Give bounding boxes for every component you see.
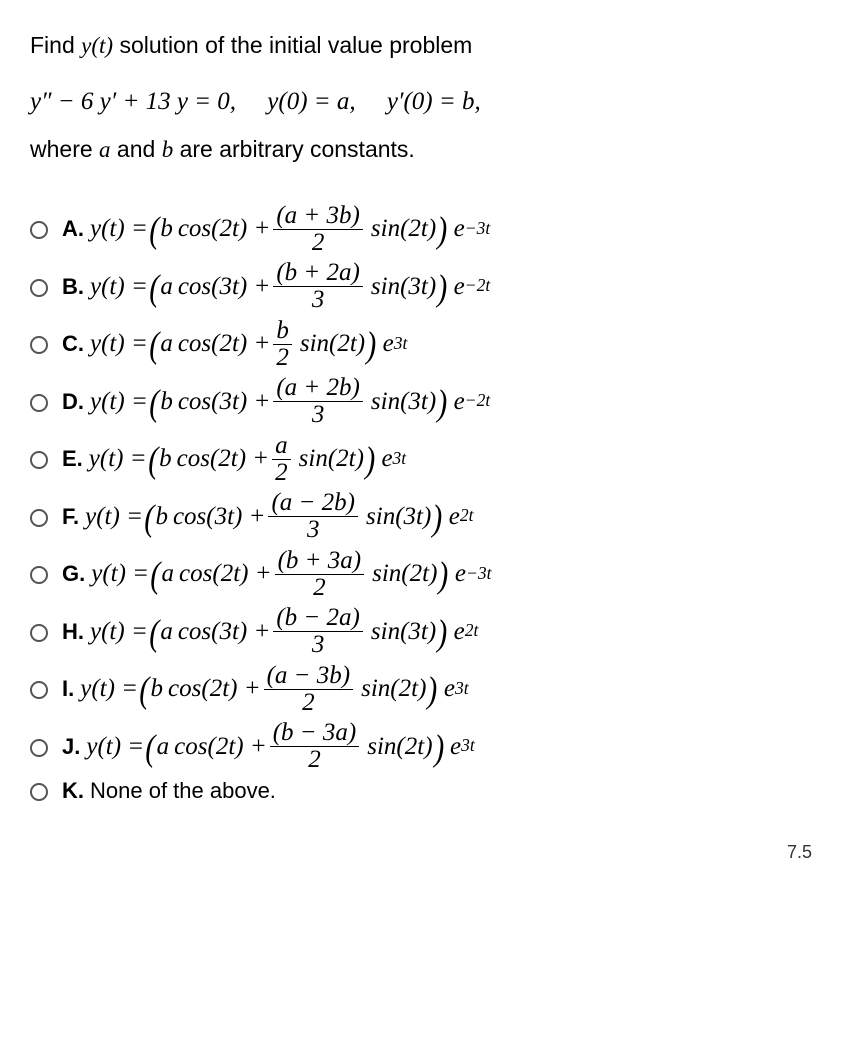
option-label: F. <box>62 504 79 530</box>
footer-number: 7.5 <box>0 842 842 863</box>
radio-icon[interactable] <box>30 509 48 527</box>
prompt-prefix: Find <box>30 32 81 58</box>
option-formula: y(t) = (a cos(3t) + (b + 2a)3 sin(3t)) e… <box>90 260 490 314</box>
option-row[interactable]: J.y(t) = (a cos(2t) + (b − 3a)2 sin(2t))… <box>30 720 812 774</box>
option-row[interactable]: A.y(t) = (b cos(2t) + (a + 3b)2 sin(2t))… <box>30 203 812 257</box>
option-row[interactable]: B.y(t) = (a cos(3t) + (b + 2a)3 sin(3t))… <box>30 260 812 314</box>
prompt-suffix: solution of the initial value problem <box>113 32 472 58</box>
option-formula: y(t) = (b cos(3t) + (a − 2b)3 sin(3t)) e… <box>85 490 473 544</box>
option-formula: y(t) = (b cos(2t) + a2 sin(2t)) e3t <box>89 433 406 487</box>
option-label: J. <box>62 734 80 760</box>
options-list: A.y(t) = (b cos(2t) + (a + 3b)2 sin(2t))… <box>30 203 812 774</box>
option-label: C. <box>62 331 84 357</box>
radio-icon[interactable] <box>30 336 48 354</box>
option-formula: y(t) = (b cos(3t) + (a + 2b)3 sin(3t)) e… <box>90 375 490 429</box>
sub-note-suffix: are arbitrary constants. <box>173 136 415 162</box>
radio-icon[interactable] <box>30 451 48 469</box>
option-label: B. <box>62 274 84 300</box>
option-formula: y(t) = (a cos(2t) + (b − 3a)2 sin(2t)) e… <box>86 720 474 774</box>
sub-note-a: a <box>99 137 111 162</box>
option-label: I. <box>62 676 74 702</box>
sub-note-prefix: where <box>30 136 99 162</box>
ode: y″ − 6 y′ + 13 y = 0, <box>30 88 236 115</box>
option-label: K. <box>62 778 84 804</box>
option-formula: y(t) = (a cos(2t) + (b + 3a)2 sin(2t)) e… <box>91 548 491 602</box>
sub-note-b: b <box>162 137 174 162</box>
option-k-text: None of the above. <box>90 778 276 804</box>
option-row[interactable]: F.y(t) = (b cos(3t) + (a − 2b)3 sin(3t))… <box>30 490 812 544</box>
radio-icon[interactable] <box>30 739 48 757</box>
equation-line: y″ − 6 y′ + 13 y = 0, y(0) = a, y′(0) = … <box>30 82 812 122</box>
page: Find y(t) solution of the initial value … <box>0 0 842 828</box>
radio-icon[interactable] <box>30 394 48 412</box>
option-row-k[interactable]: K. None of the above. <box>30 778 812 804</box>
option-row[interactable]: I.y(t) = (b cos(2t) + (a − 3b)2 sin(2t))… <box>30 663 812 717</box>
option-row[interactable]: D.y(t) = (b cos(3t) + (a + 2b)3 sin(3t))… <box>30 375 812 429</box>
radio-icon[interactable] <box>30 221 48 239</box>
prompt-line: Find y(t) solution of the initial value … <box>30 28 812 64</box>
option-formula: y(t) = (b cos(2t) + (a + 3b)2 sin(2t)) e… <box>90 203 490 257</box>
radio-icon[interactable] <box>30 279 48 297</box>
option-row[interactable]: E.y(t) = (b cos(2t) + a2 sin(2t)) e3t <box>30 433 812 487</box>
option-formula: y(t) = (a cos(3t) + (b − 2a)3 sin(3t)) e… <box>90 605 478 659</box>
ic1: y(0) = a, <box>267 88 355 115</box>
option-label: E. <box>62 446 83 472</box>
option-label: A. <box>62 216 84 242</box>
radio-icon[interactable] <box>30 624 48 642</box>
radio-icon[interactable] <box>30 681 48 699</box>
sub-note: where a and b are arbitrary constants. <box>30 136 812 163</box>
radio-icon[interactable] <box>30 783 48 801</box>
sub-note-mid: and <box>111 136 162 162</box>
option-row[interactable]: C.y(t) = (a cos(2t) + b2 sin(2t)) e3t <box>30 318 812 372</box>
option-label: G. <box>62 561 85 587</box>
prompt-yt: y(t) <box>81 33 113 58</box>
option-label: D. <box>62 389 84 415</box>
option-label: H. <box>62 619 84 645</box>
option-formula: y(t) = (a cos(2t) + b2 sin(2t)) e3t <box>90 318 407 372</box>
option-row[interactable]: H.y(t) = (a cos(3t) + (b − 2a)3 sin(3t))… <box>30 605 812 659</box>
ic2: y′(0) = b, <box>387 88 481 115</box>
option-formula: y(t) = (b cos(2t) + (a − 3b)2 sin(2t)) e… <box>80 663 468 717</box>
option-row[interactable]: G.y(t) = (a cos(2t) + (b + 3a)2 sin(2t))… <box>30 548 812 602</box>
radio-icon[interactable] <box>30 566 48 584</box>
